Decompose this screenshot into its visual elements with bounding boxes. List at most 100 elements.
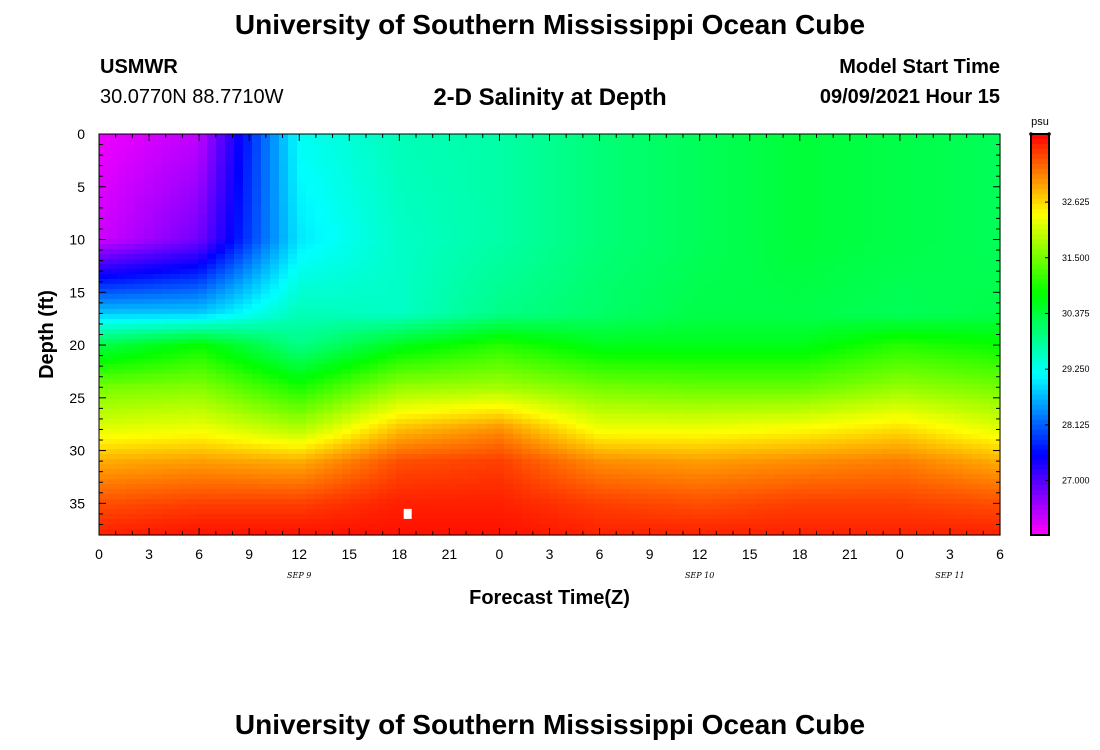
heat-cell bbox=[693, 209, 703, 215]
heat-cell bbox=[135, 209, 145, 215]
heat-cell bbox=[540, 289, 550, 295]
heat-cell bbox=[900, 144, 910, 150]
heat-cell bbox=[486, 359, 496, 365]
heat-cell bbox=[459, 284, 469, 290]
heat-cell bbox=[927, 139, 937, 145]
heat-cell bbox=[126, 284, 136, 290]
heat-cell bbox=[801, 174, 811, 180]
heat-cell bbox=[720, 164, 730, 170]
heat-cell bbox=[567, 264, 577, 270]
heat-cell bbox=[765, 164, 775, 170]
heat-cell bbox=[171, 144, 181, 150]
heat-cell bbox=[162, 159, 172, 165]
heat-cell bbox=[378, 189, 388, 195]
heat-cell bbox=[756, 144, 766, 150]
heat-cell bbox=[144, 224, 154, 230]
heat-cell bbox=[729, 184, 739, 190]
heat-cell bbox=[558, 249, 568, 255]
heat-cell bbox=[954, 154, 964, 160]
heat-cell bbox=[621, 334, 631, 340]
heat-cell bbox=[324, 179, 334, 185]
heat-cell bbox=[198, 224, 208, 230]
heat-cell bbox=[648, 324, 658, 330]
heat-cell bbox=[423, 179, 433, 185]
heat-cell bbox=[333, 369, 343, 375]
heat-cell bbox=[234, 209, 244, 215]
heat-cell bbox=[306, 199, 316, 205]
heat-cell bbox=[927, 354, 937, 360]
heat-cell bbox=[441, 374, 451, 380]
heat-cell bbox=[774, 324, 784, 330]
heat-cell bbox=[954, 359, 964, 365]
heat-cell bbox=[567, 149, 577, 155]
heat-cell bbox=[594, 199, 604, 205]
heat-cell bbox=[333, 334, 343, 340]
heat-cell bbox=[405, 244, 415, 250]
heat-cell bbox=[648, 174, 658, 180]
heat-cell bbox=[387, 214, 397, 220]
heat-cell bbox=[477, 159, 487, 165]
heat-cell bbox=[864, 134, 874, 140]
heat-cell bbox=[918, 324, 928, 330]
heat-cell bbox=[729, 269, 739, 275]
heat-cell bbox=[495, 154, 505, 160]
heat-cell bbox=[153, 144, 163, 150]
heat-cell bbox=[153, 314, 163, 320]
heat-cell bbox=[810, 249, 820, 255]
heat-cell bbox=[171, 369, 181, 375]
heat-cell bbox=[252, 209, 262, 215]
heat-cell bbox=[846, 209, 856, 215]
heat-cell bbox=[504, 189, 514, 195]
heat-cell bbox=[135, 369, 145, 375]
heat-cell bbox=[747, 254, 757, 260]
heat-cell bbox=[837, 289, 847, 295]
heat-cell bbox=[351, 224, 361, 230]
heat-cell bbox=[918, 179, 928, 185]
heat-cell bbox=[531, 134, 541, 140]
heat-cell bbox=[144, 184, 154, 190]
heat-cell bbox=[549, 199, 559, 205]
heat-cell bbox=[873, 204, 883, 210]
heat-cell bbox=[297, 329, 307, 335]
heat-cell bbox=[603, 319, 613, 325]
heat-cell bbox=[675, 284, 685, 290]
heat-cell bbox=[315, 234, 325, 240]
heat-cell bbox=[477, 139, 487, 145]
heat-cell bbox=[162, 209, 172, 215]
heat-cell bbox=[171, 279, 181, 285]
heat-cell bbox=[963, 244, 973, 250]
heat-cell bbox=[963, 209, 973, 215]
heat-cell bbox=[234, 154, 244, 160]
heat-cell bbox=[405, 194, 415, 200]
heat-cell bbox=[612, 299, 622, 305]
heat-cell bbox=[216, 274, 226, 280]
heat-cell bbox=[792, 369, 802, 375]
heat-cell bbox=[216, 179, 226, 185]
heat-cell bbox=[153, 229, 163, 235]
heat-cell bbox=[171, 134, 181, 140]
heat-cell bbox=[711, 154, 721, 160]
heat-cell bbox=[792, 289, 802, 295]
heat-cell bbox=[837, 294, 847, 300]
heat-cell bbox=[549, 329, 559, 335]
heat-cell bbox=[117, 264, 127, 270]
heat-cell bbox=[450, 214, 460, 220]
heat-cell bbox=[855, 229, 865, 235]
heat-cell bbox=[279, 159, 289, 165]
heat-cell bbox=[270, 294, 280, 300]
heat-cell bbox=[585, 149, 595, 155]
heat-cell bbox=[369, 199, 379, 205]
heat-cell bbox=[621, 219, 631, 225]
heat-cell bbox=[909, 149, 919, 155]
heat-cell bbox=[666, 189, 676, 195]
heat-cell bbox=[351, 164, 361, 170]
heat-cell bbox=[873, 269, 883, 275]
heat-cell bbox=[927, 309, 937, 315]
heat-cell bbox=[972, 279, 982, 285]
heat-cell bbox=[990, 144, 1000, 150]
heat-cell bbox=[153, 244, 163, 250]
heat-cell bbox=[765, 374, 775, 380]
heat-cell bbox=[207, 334, 217, 340]
heat-cell bbox=[738, 309, 748, 315]
heat-cell bbox=[945, 289, 955, 295]
